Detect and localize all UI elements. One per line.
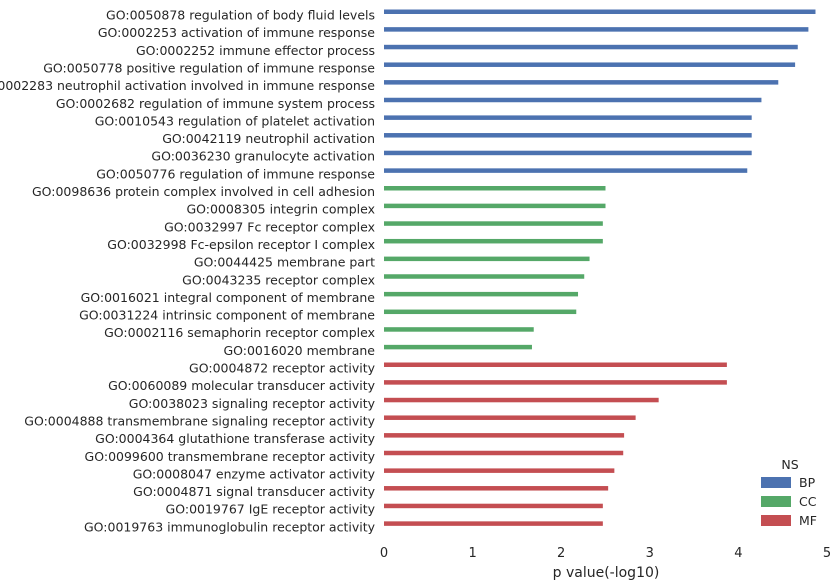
bar-bp	[384, 150, 752, 156]
legend-swatch-bp	[761, 477, 791, 488]
bar-bp	[384, 44, 798, 50]
category-label: GO:0002116 semaphorin receptor complex	[104, 325, 375, 340]
bar-cc	[384, 256, 590, 262]
category-label: GO:0038023 signaling receptor activity	[129, 396, 376, 411]
category-label: GO:0019767 IgE receptor activity	[166, 502, 376, 517]
bar-mf	[384, 521, 603, 526]
category-label: GO:0043235 receptor complex	[182, 272, 375, 287]
bar-cc	[384, 344, 532, 350]
category-label: GO:0032997 Fc receptor complex	[164, 219, 375, 234]
legend-title: NS	[781, 457, 798, 472]
category-label: GO:0099600 transmembrane receptor activi…	[85, 449, 376, 464]
bar-cc	[384, 274, 585, 279]
category-label: GO:0002283 neutrophil activation involve…	[0, 78, 375, 93]
bars	[384, 9, 816, 526]
category-label: GO:0050776 regulation of immune response	[96, 166, 375, 181]
legend-label-mf: MF	[799, 513, 817, 528]
category-label: GO:0050778 positive regulation of immune…	[43, 60, 375, 75]
x-tick-label: 4	[734, 546, 742, 561]
bar-cc	[384, 238, 603, 244]
bar-cc	[384, 291, 579, 297]
bar-mf	[384, 397, 659, 403]
category-label: GO:0019763 immunoglobulin receptor activ…	[84, 519, 376, 534]
category-label: GO:0002682 regulation of immune system p…	[56, 96, 375, 111]
bar-cc	[384, 186, 606, 191]
category-label: GO:0010543 regulation of platelet activa…	[95, 113, 375, 128]
bar-mf	[384, 380, 727, 385]
bar-mf	[384, 362, 727, 367]
bar-mf	[384, 503, 603, 509]
bar-bp	[384, 80, 779, 85]
x-tick-label: 2	[557, 546, 565, 561]
category-label: GO:0004872 receptor activity	[189, 361, 376, 376]
category-label: GO:0004888 transmembrane signaling recep…	[24, 413, 375, 428]
bar-mf	[384, 468, 615, 473]
bar-mf	[384, 450, 624, 456]
bar-bp	[384, 97, 762, 103]
legend-label-cc: CC	[799, 494, 817, 509]
category-label: GO:0032998 Fc-epsilon receptor I complex	[107, 237, 375, 252]
category-label: GO:0060089 molecular transducer activity	[108, 378, 376, 393]
category-label: GO:0050878 regulation of body fluid leve…	[106, 8, 375, 23]
category-label: GO:0002253 activation of immune response	[98, 25, 375, 40]
x-tick-label: 3	[646, 546, 654, 561]
category-label: GO:0008047 enzyme activator activity	[133, 466, 376, 481]
bar-bp	[384, 27, 809, 32]
legend-swatch-cc	[761, 496, 791, 507]
category-label: GO:0036230 granulocyte activation	[151, 149, 375, 164]
bar-mf	[384, 415, 636, 420]
category-label: GO:0016021 integral component of membran…	[81, 290, 376, 305]
bar-bp	[384, 168, 748, 173]
bar-mf	[384, 433, 625, 438]
category-label: GO:0044425 membrane part	[194, 255, 375, 270]
bar-bp	[384, 115, 752, 120]
x-tick-label: 1	[468, 546, 476, 561]
category-label: GO:0002252 immune effector process	[136, 43, 375, 58]
bar-cc	[384, 203, 606, 209]
category-label: GO:0031224 intrinsic component of membra…	[79, 308, 375, 323]
legend-label-bp: BP	[799, 475, 816, 490]
bar-bp	[384, 62, 796, 67]
category-label: GO:0004871 signal transducer activity	[133, 484, 375, 499]
category-label: GO:0042119 neutrophil activation	[162, 131, 375, 146]
category-label: GO:0016020 membrane	[223, 343, 375, 358]
category-label: GO:0098636 protein complex involved in c…	[32, 184, 375, 199]
x-axis-label: p value(-log10)	[553, 565, 660, 581]
category-label: GO:0008305 integrin complex	[186, 202, 375, 217]
x-tick-label: 5	[823, 546, 831, 561]
x-tick-label: 0	[380, 546, 388, 561]
category-label: GO:0004364 glutathione transferase activ…	[95, 431, 375, 446]
legend: NS BP CC MF	[761, 457, 817, 528]
bar-mf	[384, 486, 609, 491]
category-labels: GO:0050878 regulation of body fluid leve…	[0, 8, 376, 535]
legend-swatch-mf	[761, 515, 791, 526]
bar-cc	[384, 309, 577, 315]
bar-cc	[384, 221, 603, 226]
bar-bp	[384, 133, 752, 138]
x-axis-ticks: 0 1 2 3 4 5	[380, 546, 831, 561]
bar-cc	[384, 327, 534, 332]
bar-bp	[384, 9, 816, 14]
